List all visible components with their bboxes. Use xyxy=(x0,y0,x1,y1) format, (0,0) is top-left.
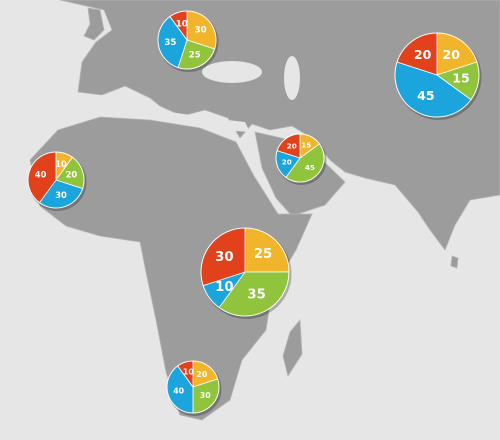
africa xyxy=(29,116,313,421)
slice-label: 10 xyxy=(183,368,194,377)
madagascar xyxy=(282,318,303,378)
pie-rim xyxy=(200,227,290,317)
pie-rim xyxy=(157,10,217,70)
pie: 15 45 20 20 xyxy=(275,133,327,185)
slice-label: 10 xyxy=(176,20,188,30)
slice-label: 35 xyxy=(247,288,265,303)
black-sea xyxy=(202,61,262,83)
slice-label: 20 xyxy=(196,370,207,379)
slice-label: 25 xyxy=(254,247,272,262)
slice-label: 20 xyxy=(282,157,292,166)
pie: 25 35 10 30 xyxy=(200,227,292,319)
slice-label: 20 xyxy=(443,47,461,62)
slice-label: 45 xyxy=(417,88,435,103)
slice-label: 10 xyxy=(215,280,233,295)
pie: 20 30 40 10 xyxy=(166,360,222,416)
slice-label: 30 xyxy=(200,391,211,400)
slice-label: 15 xyxy=(452,70,470,85)
slice-label: 40 xyxy=(35,169,47,179)
pie-rim xyxy=(275,133,325,183)
pie: 20 15 45 20 xyxy=(394,32,482,120)
slice-label: 10 xyxy=(55,159,67,169)
pie-rim xyxy=(166,360,220,414)
slice-label: 20 xyxy=(66,169,78,179)
sri-lanka xyxy=(450,255,459,269)
slice-label: 30 xyxy=(195,26,207,36)
slice-label: 15 xyxy=(301,141,311,150)
mediterranean xyxy=(90,92,250,132)
slice-label: 20 xyxy=(414,47,432,62)
pies: 3025351020154520102030401545202025351030… xyxy=(27,10,482,416)
slice-label: 25 xyxy=(189,50,201,60)
uk xyxy=(83,7,105,41)
pie-rim xyxy=(394,32,480,118)
slice-label: 30 xyxy=(55,190,67,200)
caspian-sea xyxy=(284,56,300,100)
slice-label: 35 xyxy=(164,38,176,48)
slice-label: 20 xyxy=(287,142,297,151)
slice-label: 30 xyxy=(215,250,233,265)
pie-rim xyxy=(27,151,85,209)
slice-label: 45 xyxy=(305,163,315,172)
slice-label: 40 xyxy=(173,387,184,396)
